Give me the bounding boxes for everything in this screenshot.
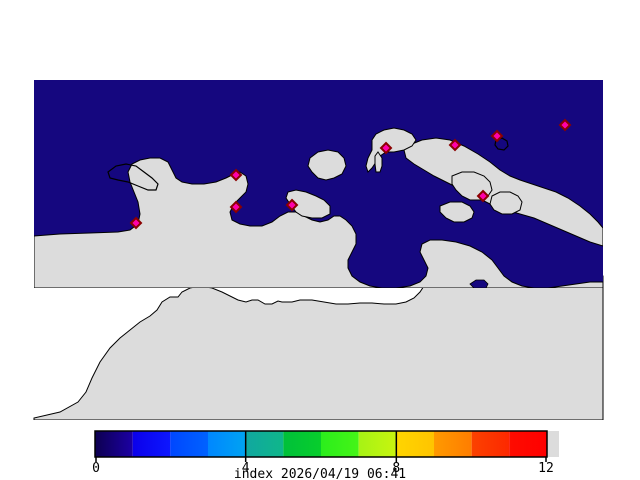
colorbar-segment-7 [358, 431, 397, 457]
map-canvas[interactable] [0, 0, 640, 420]
station-marker[interactable] [285, 198, 299, 212]
land-south [34, 157, 603, 288]
colorbar-segment-11 [509, 431, 547, 457]
colorbar-border [94, 430, 548, 458]
colorbar-tick-label-12: 12 [538, 461, 554, 476]
colorbar-segment-5 [283, 431, 321, 457]
colorbar-segment-1 [132, 431, 171, 457]
colorbar-segments[interactable] [95, 431, 547, 457]
island-outline-northeast [494, 137, 509, 151]
station-marker[interactable] [490, 129, 504, 143]
colorbar-canvas[interactable]: 0 4 8 12 index 2026/04/19 06:41 [0, 424, 640, 480]
colorbar-tick-label-4: 4 [242, 461, 250, 476]
station-marker[interactable] [229, 200, 243, 214]
land-hook-peninsula [365, 127, 417, 173]
station-marker[interactable] [379, 141, 393, 155]
colorbar-segment-9 [434, 431, 472, 457]
colorbar-caption: index 2026/04/19 06:41 [234, 467, 406, 480]
bay-notch [469, 279, 489, 288]
station-marker[interactable] [476, 189, 490, 203]
colorbar-tick-label-8: 8 [392, 461, 400, 476]
station-marker[interactable] [558, 118, 572, 132]
colorbar-segment-0 [95, 431, 133, 457]
colorbar-segment-4 [245, 431, 284, 457]
land-saanich [307, 149, 347, 181]
island-outline-west [107, 163, 159, 191]
land-spit-central [285, 189, 331, 219]
colorbar-segment-3 [208, 431, 246, 457]
station-marker[interactable] [229, 168, 243, 182]
colorbar-panel: 0 4 8 12 index 2026/04/19 06:41 [0, 424, 640, 480]
colorbar-segment-2 [170, 431, 208, 457]
land-island-group-b [489, 191, 523, 215]
colorbar-overflow-swatch [547, 431, 559, 457]
colorbar-tick-label-0: 0 [92, 461, 100, 476]
station-marker-layer[interactable] [129, 118, 572, 230]
coastline-layer [34, 127, 603, 288]
map-panel [0, 0, 640, 420]
colorbar-segment-6 [321, 431, 359, 457]
land-hook-finger [374, 151, 383, 173]
land-island-group-c [439, 201, 475, 223]
station-marker[interactable] [448, 138, 462, 152]
station-marker[interactable] [129, 216, 143, 230]
colorbar-segment-10 [471, 431, 510, 457]
colorbar-segment-8 [396, 431, 434, 457]
